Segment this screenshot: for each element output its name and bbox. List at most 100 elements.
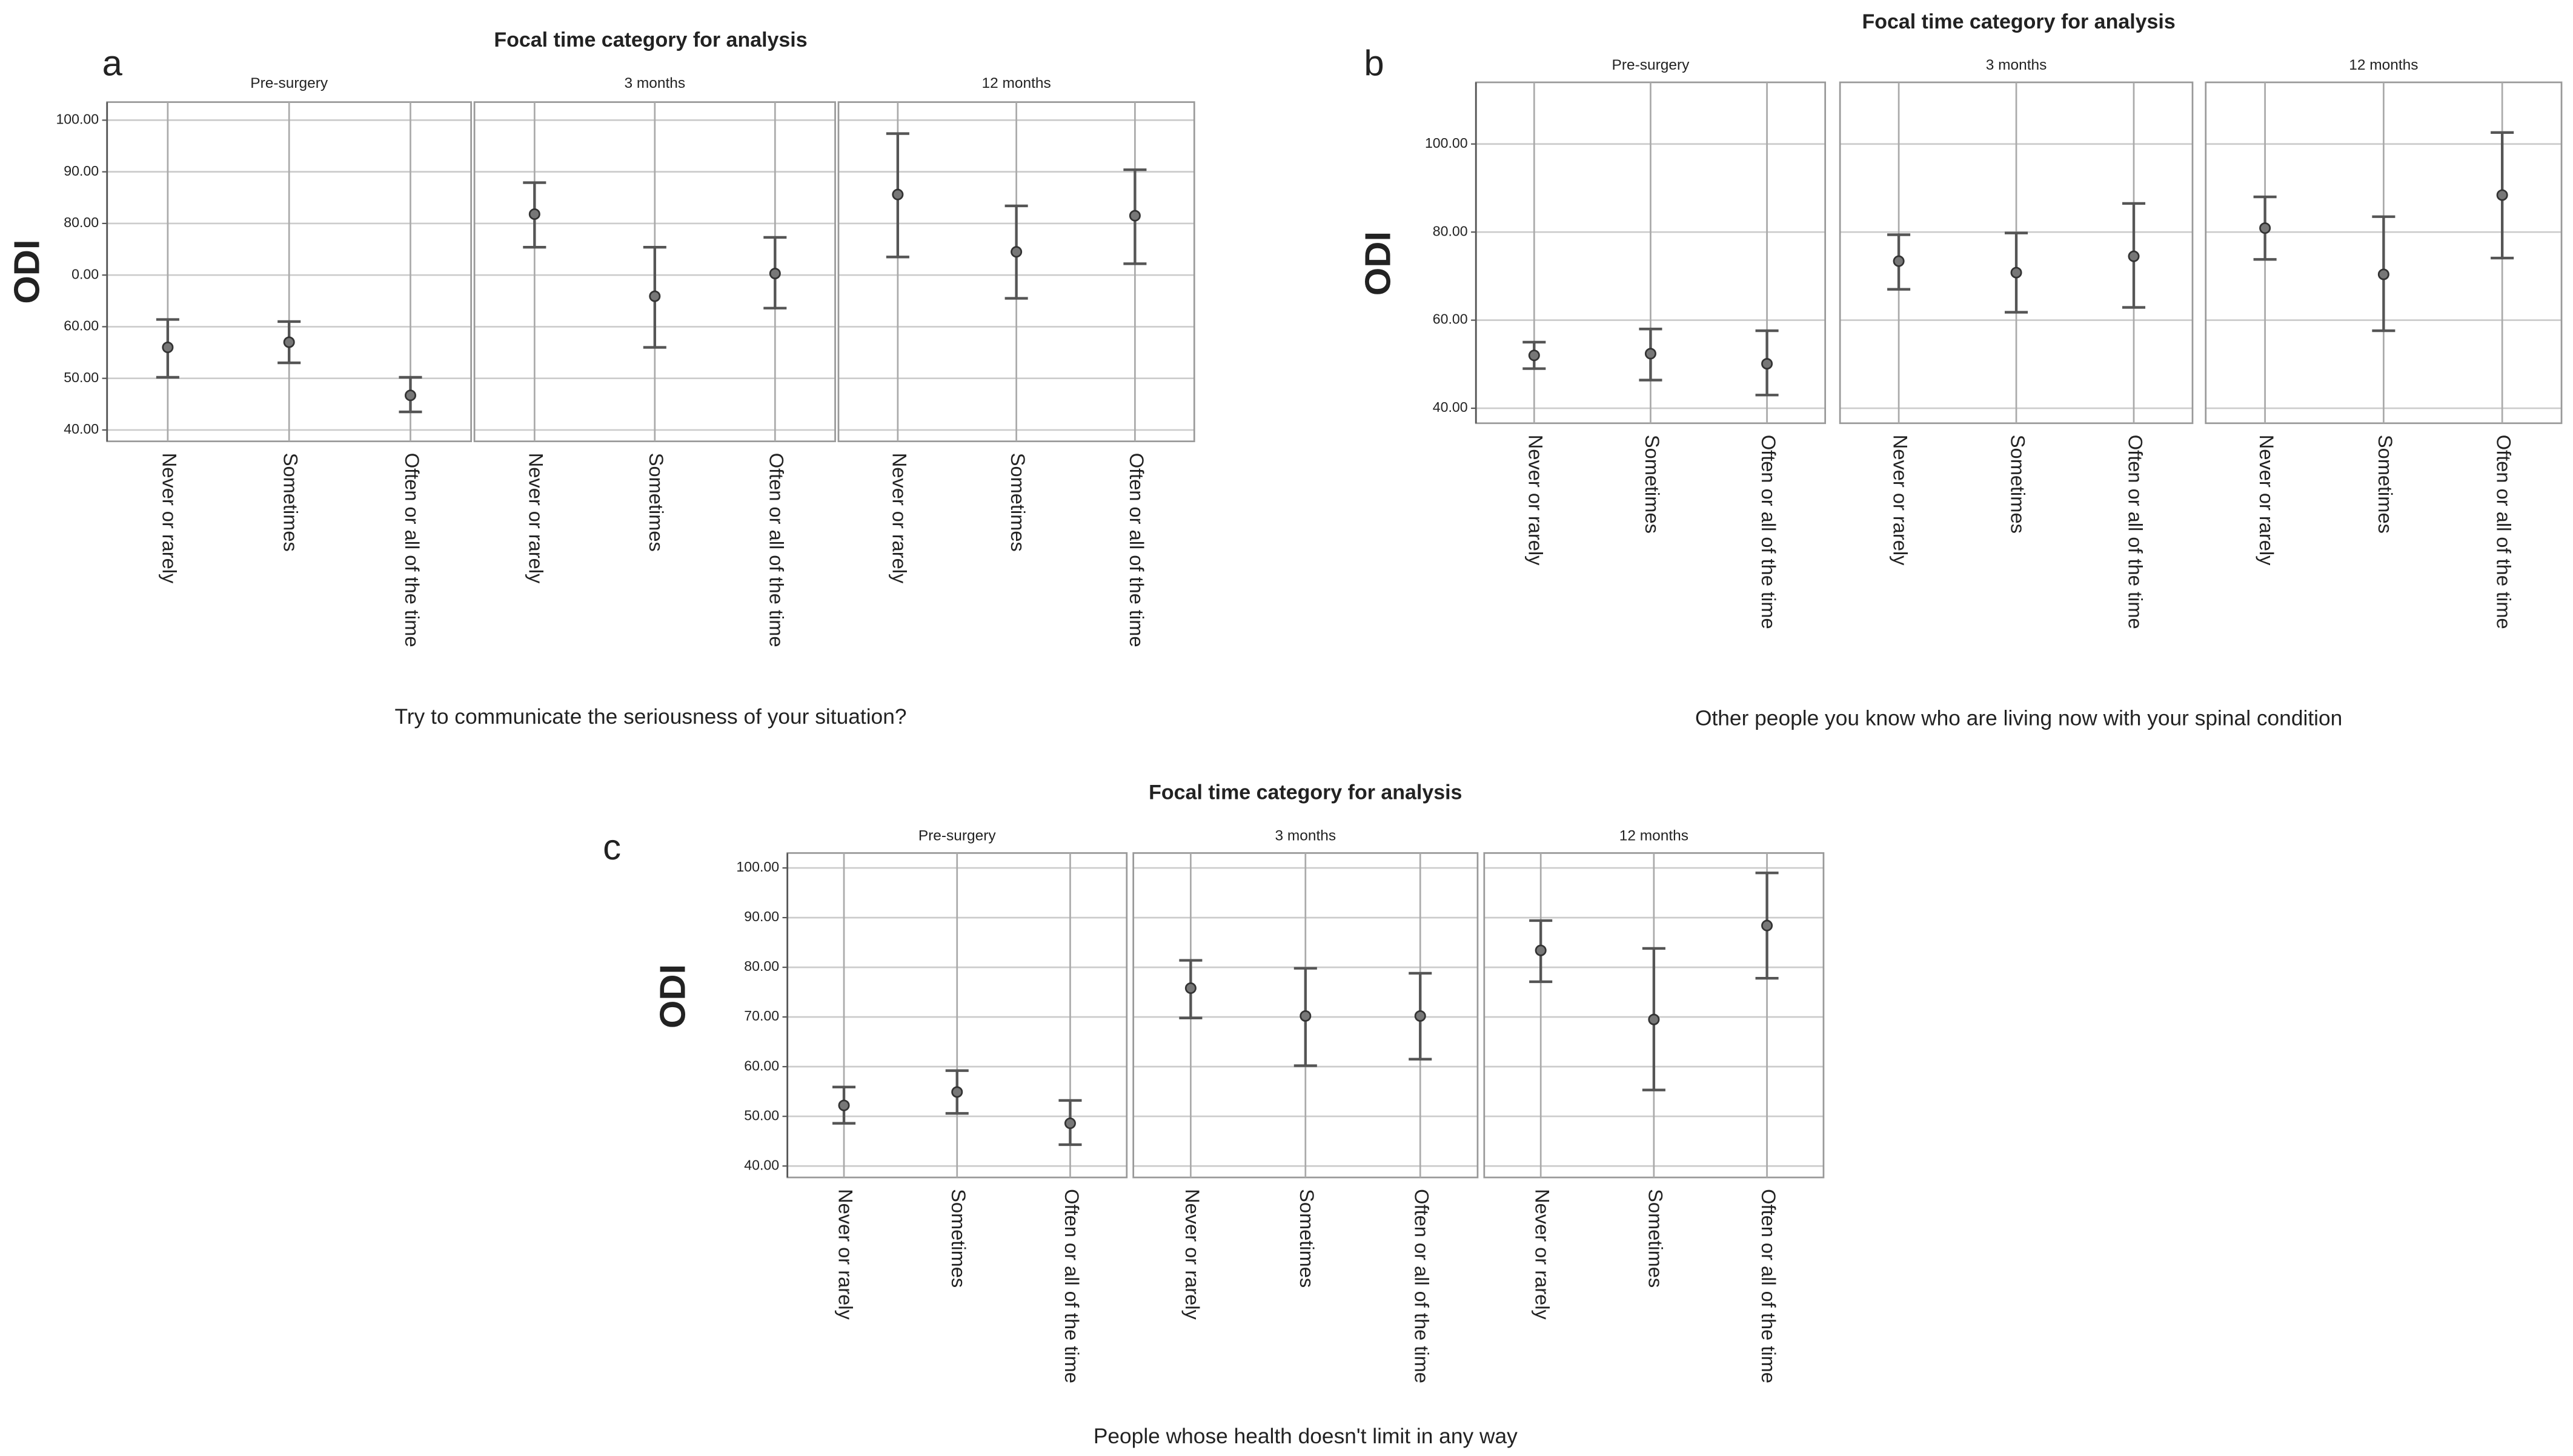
mean-point [1064,1117,1076,1130]
facet-title: 3 months [624,75,685,91]
y-tick-label: 40.00 [1433,399,1468,415]
y-tick-label: 100.00 [56,111,99,127]
x-tick-label: Sometimes [1641,435,1664,534]
x-axis-label: People whose health doesn't limit in any… [1094,1425,1518,1448]
x-tick-label: Never or rarely [1181,1189,1204,1320]
x-tick-label: Sometimes [1644,1189,1667,1288]
x-tick-label: Never or rarely [525,453,548,584]
chart-title: Focal time category for analysis [494,28,807,51]
x-tick-label: Sometimes [280,453,302,552]
facet: 3 months Never or rarely Sometimes Often or… [1839,57,2194,629]
mean-point [2128,250,2140,262]
mean-point [528,208,540,220]
facet-title: 12 months [1619,828,1688,844]
x-tick-label: Often or all of the time [1411,1189,1433,1383]
mean-point [1011,246,1023,258]
facet: 3 months Never or rarely Sometimes Often or… [473,75,836,647]
x-tick-label: Often or all of the time [766,453,788,647]
figure-content: Focal time category for analysis a ODI Try … [7,10,2563,1448]
x-tick-label: Often or all of the time [401,453,423,647]
y-tick-label: 40.00 [64,421,99,437]
y-tick-label: 80.00 [1433,223,1468,239]
y-axis-label: ODI [652,964,693,1028]
x-tick-label: Never or rarely [1532,1189,1554,1320]
mean-point [404,389,417,402]
mean-point [1528,349,1540,362]
mean-point [1184,982,1197,994]
mean-point [1644,348,1656,360]
x-tick-label: Never or rarely [888,453,911,584]
chart-panel: Focal time category for analysis c ODI Peop… [603,781,1825,1448]
mean-point [649,290,661,302]
mean-point [2377,268,2389,280]
y-tick-label: 60.00 [744,1057,779,1073]
y-tick-label: 60.00 [1433,311,1468,327]
mean-point [1129,210,1141,222]
mean-point [1893,255,1905,267]
y-tick-label: 50.00 [744,1107,779,1123]
mean-point [838,1099,850,1111]
mean-point [2259,222,2271,234]
facet: Pre-surgery Never or rarely Sometimes Often… [1475,57,1827,629]
facet: 12 months Never or rarely Sometimes Often o… [1483,828,1825,1383]
mean-point [2496,189,2508,201]
y-tick-label: 0.00 [71,266,99,282]
x-tick-label: Sometimes [1007,453,1029,552]
x-tick-label: Never or rarely [1889,435,1911,566]
y-axis-label: ODI [7,239,47,303]
facet-title: 3 months [1986,57,2047,73]
x-tick-label: Sometimes [2007,435,2029,534]
x-tick-label: Often or all of the time [1126,453,1148,647]
y-tick-label: 100.00 [736,859,779,875]
mean-point [2010,266,2022,279]
chart-title: Focal time category for analysis [1149,781,1462,804]
x-tick-label: Sometimes [948,1189,970,1288]
x-tick-label: Sometimes [2374,435,2397,534]
y-tick-label: 50.00 [64,369,99,385]
chart-panel: Focal time category for analysis b ODI Othe… [1357,10,2563,730]
facet-title: 3 months [1275,828,1336,844]
x-tick-label: Often or all of the time [1061,1189,1083,1383]
facet-title: Pre-surgery [250,75,328,91]
y-tick-label: 40.00 [744,1157,779,1173]
y-axis-label: ODI [1357,231,1398,296]
panel-letter: b [1364,43,1384,84]
y-tick-label: 70.00 [744,1008,779,1024]
mean-point [1300,1010,1312,1022]
facet-title: Pre-surgery [1612,57,1690,73]
y-tick-label: 60.00 [64,318,99,334]
y-tick-label: 80.00 [744,958,779,974]
facet: 12 months Never or rarely Sometimes Often o… [2205,57,2563,629]
chart-title: Focal time category for analysis [1862,10,2175,33]
mean-point [1535,944,1547,956]
x-tick-label: Often or all of the time [1758,1189,1780,1383]
x-axis-label: Try to communicate the seriousness of yo… [395,705,907,729]
mean-point [951,1086,963,1098]
panel-letter: c [603,827,621,867]
x-tick-label: Never or rarely [158,453,181,584]
facet: 12 months Never or rarely Sometimes Often o… [837,75,1195,647]
mean-point [1648,1013,1660,1025]
mean-point [1414,1010,1426,1022]
facet-title: Pre-surgery [918,828,997,844]
mean-point [283,336,295,348]
y-tick-label: 100.00 [1425,135,1468,151]
y-tick-label: 90.00 [744,908,779,924]
mean-point [769,268,781,280]
x-tick-label: Never or rarely [2256,435,2278,566]
x-tick-label: Sometimes [645,453,668,552]
y-tick-label: 80.00 [64,214,99,230]
facet: Pre-surgery Never or rarely Sometimes Often… [106,75,472,647]
facet-title: 12 months [2349,57,2418,73]
mean-point [162,342,174,354]
chart-panel: Focal time category for analysis a ODI Try … [7,28,1195,729]
x-axis-label: Other people you know who are living now… [1695,707,2342,730]
facet: Pre-surgery Never or rarely Sometimes Often… [786,828,1128,1383]
x-tick-label: Often or all of the time [2493,435,2515,629]
mean-point [1761,358,1773,370]
x-tick-label: Often or all of the time [2124,435,2146,629]
x-tick-label: Never or rarely [834,1189,857,1320]
y-tick-label: 90.00 [64,163,99,179]
